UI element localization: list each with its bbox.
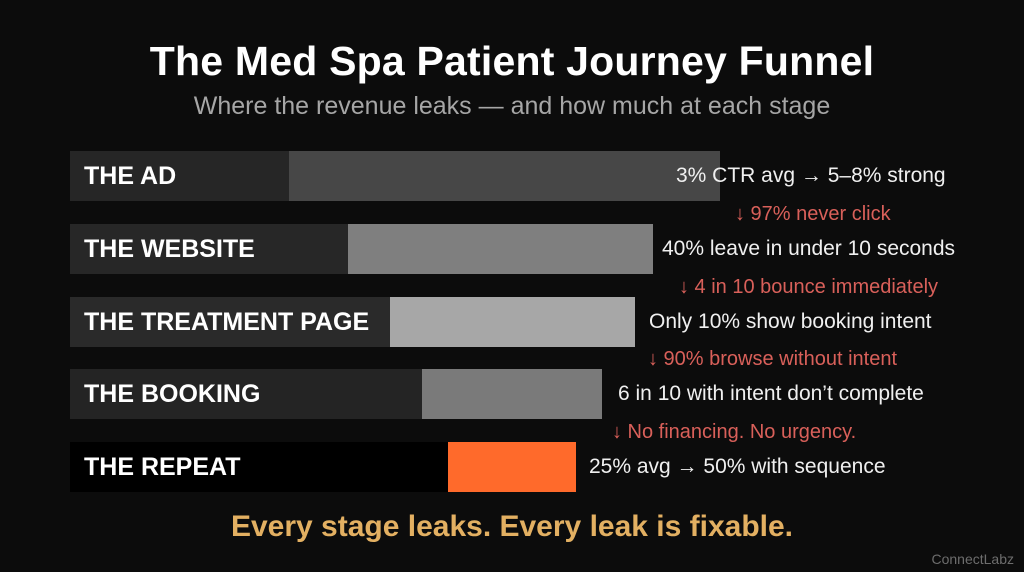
stage-website-bar (348, 224, 653, 274)
stage-repeat-label: THE REPEAT (84, 453, 241, 481)
stage-repeat-bar (448, 442, 576, 492)
footer-tagline: Every stage leaks. Every leak is fixable… (230, 510, 794, 543)
stage-treatment-page-bar (390, 297, 635, 347)
page-title: The Med Spa Patient Journey Funnel (149, 38, 875, 84)
stage-website-stat: 40% leave in under 10 seconds (662, 237, 956, 260)
stage-treatment-page-leak: ↓ 90% browse without intent (648, 348, 898, 370)
stage-ad-leak: ↓ 97% never click (735, 203, 891, 225)
page-subtitle: Where the revenue leaks — and how much a… (193, 92, 831, 120)
stage-treatment-page-label-background (70, 297, 390, 347)
stage-repeat-stat: 25% avg → 50% with sequence (589, 455, 886, 478)
stage-ad-stat: 3% CTR avg → 5–8% strong (676, 164, 946, 187)
stage-treatment-page-stat: Only 10% show booking intent (649, 310, 932, 333)
stage-website-label-background (70, 224, 348, 274)
stage-booking-stat: 6 in 10 with intent don’t complete (618, 382, 924, 405)
stage-booking-bar (422, 369, 602, 419)
watermark-logo: ConnectLabz (931, 551, 1014, 567)
stage-treatment-page-label: THE TREATMENT PAGE (84, 308, 370, 336)
stage-ad-bar (289, 151, 720, 201)
stage-website-leak: ↓ 4 in 10 bounce immediately (679, 276, 939, 298)
stage-website-label: THE WEBSITE (84, 235, 255, 263)
stage-booking-leak: ↓ No financing. No urgency. (612, 421, 857, 443)
stage-repeat-label-background (70, 442, 448, 492)
stage-booking-label: THE BOOKING (84, 380, 261, 408)
stage-ad-label-background (70, 151, 290, 201)
stage-booking-label-background (70, 369, 422, 419)
stage-ad-label: THE AD (84, 162, 177, 190)
